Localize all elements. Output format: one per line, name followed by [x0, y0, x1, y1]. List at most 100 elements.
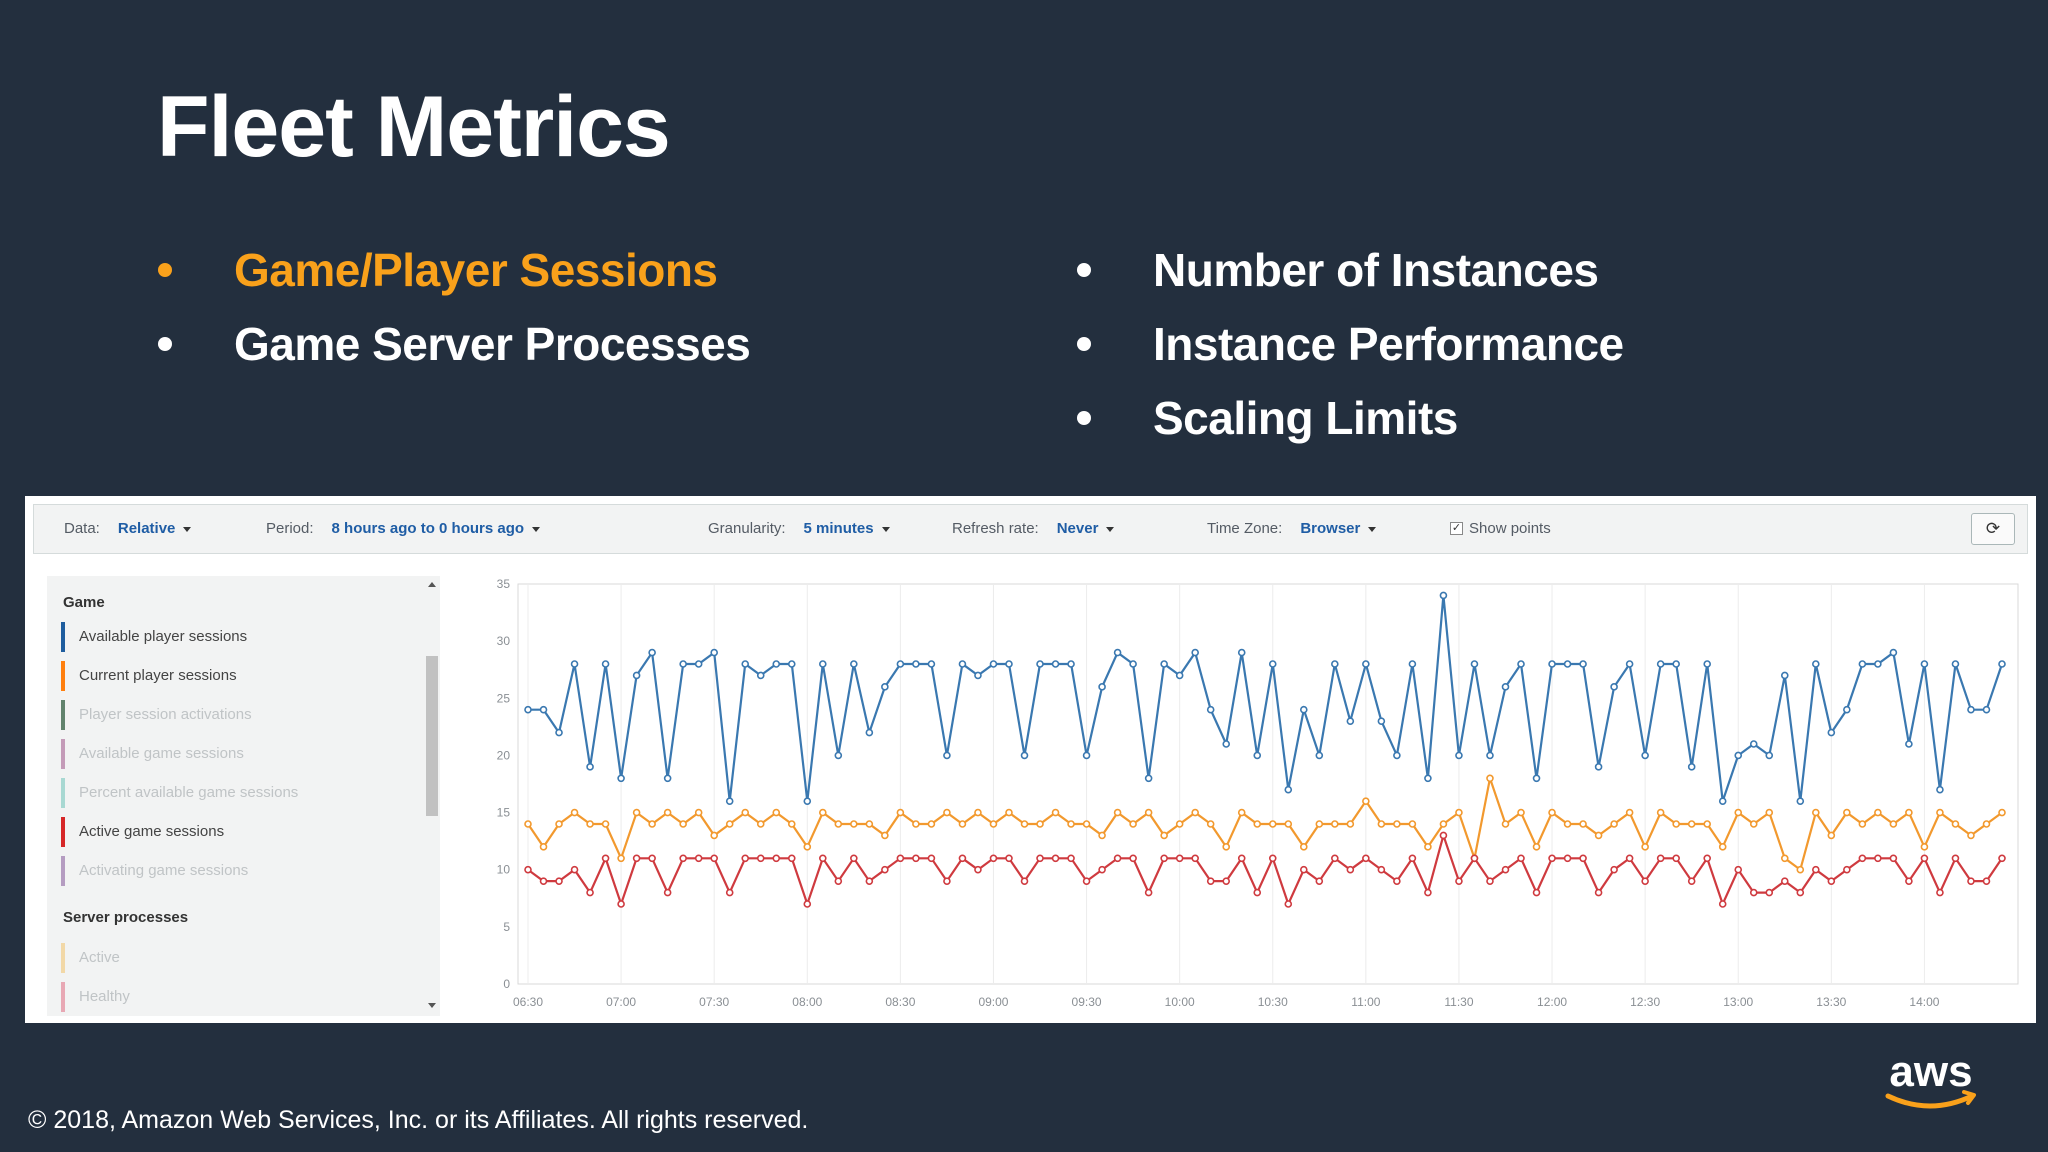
data-point[interactable] — [1672, 660, 1680, 668]
data-point[interactable] — [632, 671, 641, 680]
data-point[interactable] — [1579, 820, 1587, 828]
data-point[interactable] — [1889, 854, 1898, 863]
data-point[interactable] — [1144, 888, 1153, 897]
data-point[interactable] — [725, 820, 734, 828]
data-point[interactable] — [834, 751, 843, 760]
data-point[interactable] — [834, 877, 843, 885]
data-point[interactable] — [1796, 888, 1805, 897]
data-point[interactable] — [1299, 843, 1308, 851]
data-point[interactable] — [1594, 763, 1603, 771]
data-point[interactable] — [539, 877, 548, 885]
data-point[interactable] — [1920, 843, 1929, 851]
data-point[interactable] — [834, 820, 843, 828]
data-point[interactable] — [570, 865, 579, 874]
data-point[interactable] — [1718, 900, 1727, 908]
data-point[interactable] — [881, 865, 889, 874]
data-point[interactable] — [1967, 831, 1975, 840]
data-point[interactable] — [663, 774, 672, 783]
scrollbar[interactable] — [424, 576, 440, 1016]
data-point[interactable] — [850, 660, 858, 668]
data-point[interactable] — [1377, 717, 1386, 725]
data-point[interactable] — [1144, 774, 1153, 783]
data-point[interactable] — [1268, 854, 1277, 863]
data-point[interactable] — [1982, 820, 1991, 828]
data-point[interactable] — [1594, 888, 1603, 897]
data-point[interactable] — [1532, 774, 1541, 783]
data-point[interactable] — [912, 854, 920, 863]
data-point[interactable] — [1160, 854, 1168, 863]
data-point[interactable] — [896, 660, 905, 668]
granularity-value[interactable]: 5 minutes — [803, 520, 874, 537]
data-point[interactable] — [1331, 660, 1339, 668]
data-point[interactable] — [1005, 660, 1013, 668]
data-point[interactable] — [943, 751, 951, 760]
timezone-value[interactable]: Browser — [1300, 520, 1361, 537]
data-point[interactable] — [679, 660, 687, 668]
period-selector[interactable]: Period: 8 hours ago to 0 hours ago — [266, 505, 541, 553]
data-point[interactable] — [1858, 820, 1867, 828]
data-point[interactable] — [586, 888, 594, 897]
data-point[interactable] — [1051, 854, 1060, 863]
data-point[interactable] — [818, 660, 827, 668]
data-point[interactable] — [1222, 843, 1231, 851]
data-point[interactable] — [1206, 820, 1215, 828]
data-point[interactable] — [1703, 660, 1711, 668]
data-selector[interactable]: Data: Relative — [64, 505, 192, 553]
data-point[interactable] — [1967, 877, 1975, 885]
data-point[interactable] — [1889, 820, 1898, 828]
data-point[interactable] — [524, 705, 532, 714]
data-point[interactable] — [958, 854, 967, 863]
data-point[interactable] — [1998, 660, 2006, 668]
data-point[interactable] — [772, 660, 781, 668]
data-point[interactable] — [958, 660, 967, 668]
data-point[interactable] — [1532, 888, 1541, 897]
data-point[interactable] — [1625, 660, 1634, 668]
data-point[interactable] — [679, 854, 687, 863]
data-point[interactable] — [1470, 660, 1479, 668]
scroll-down-icon[interactable] — [428, 1003, 436, 1008]
data-point[interactable] — [1393, 820, 1401, 828]
data-point[interactable] — [1889, 648, 1898, 657]
data-point[interactable] — [1610, 865, 1618, 874]
data-point[interactable] — [648, 854, 656, 863]
data-point[interactable] — [555, 728, 563, 737]
data-point[interactable] — [1051, 808, 1060, 817]
data-point[interactable] — [1315, 820, 1324, 828]
data-point[interactable] — [1920, 660, 1929, 668]
data-point[interactable] — [539, 705, 548, 714]
data-point[interactable] — [1703, 820, 1711, 828]
data-point[interactable] — [850, 820, 858, 828]
data-point[interactable] — [586, 763, 594, 771]
data-point[interactable] — [617, 900, 625, 908]
data-point[interactable] — [1253, 751, 1262, 760]
data-point[interactable] — [1780, 877, 1789, 885]
data-point[interactable] — [1268, 820, 1277, 828]
data-point[interactable] — [1501, 820, 1510, 828]
data-point[interactable] — [601, 854, 610, 863]
show-points-toggle[interactable]: ✓ Show points — [1450, 505, 1551, 553]
data-point[interactable] — [881, 683, 889, 691]
data-point[interactable] — [570, 660, 579, 668]
data-point[interactable] — [787, 660, 796, 668]
data-point[interactable] — [617, 774, 625, 783]
data-point[interactable] — [1191, 854, 1199, 863]
data-point[interactable] — [601, 820, 610, 828]
data-point[interactable] — [1206, 877, 1215, 885]
data-point[interactable] — [1610, 683, 1618, 691]
data-point[interactable] — [803, 797, 812, 805]
data-point[interactable] — [803, 843, 812, 851]
data-point[interactable] — [1222, 877, 1231, 885]
granularity-selector[interactable]: Granularity: 5 minutes — [708, 505, 890, 553]
data-point[interactable] — [1424, 843, 1432, 851]
data-point[interactable] — [1051, 660, 1060, 668]
data-point[interactable] — [756, 854, 765, 863]
data-point[interactable] — [725, 888, 734, 897]
data-point[interactable] — [1206, 705, 1215, 714]
data-point[interactable] — [1486, 774, 1494, 783]
data-point[interactable] — [539, 843, 548, 851]
data-point[interactable] — [1687, 820, 1696, 828]
data-point[interactable] — [1796, 865, 1805, 874]
data-point[interactable] — [1144, 808, 1153, 817]
data-point[interactable] — [1284, 785, 1293, 794]
data-point[interactable] — [865, 820, 874, 828]
